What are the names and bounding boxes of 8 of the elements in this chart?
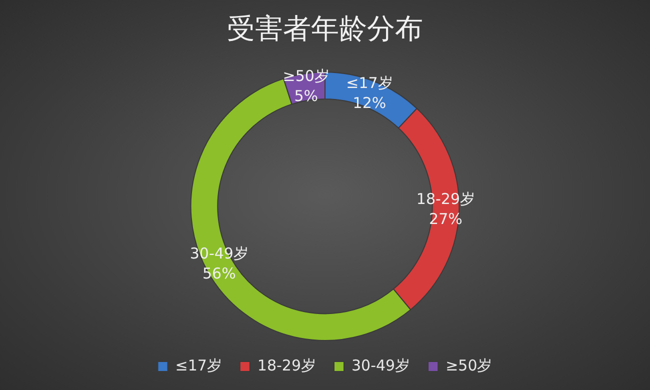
data-label: 12% [352,94,386,112]
data-label: 5% [294,86,318,105]
legend-label: ≤17岁 [175,356,222,374]
legend-label: 18-29岁 [257,356,316,374]
legend-label: 30-49岁 [352,356,410,374]
chart-title: 受害者年龄分布 [227,12,423,46]
slice-label: ≤17岁 [346,74,393,92]
legend-label: ≥50岁 [446,356,492,374]
